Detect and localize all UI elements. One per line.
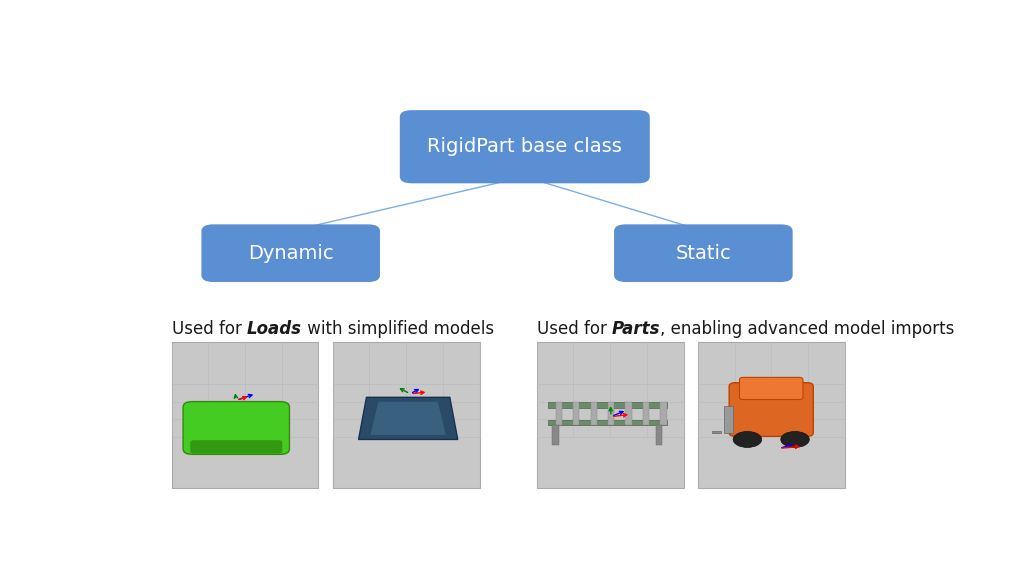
Bar: [643, 403, 649, 425]
Bar: [712, 431, 721, 433]
Bar: [697, 342, 845, 488]
Bar: [608, 403, 614, 425]
Bar: [172, 342, 318, 488]
Circle shape: [733, 431, 762, 448]
FancyBboxPatch shape: [739, 377, 803, 400]
Bar: [537, 342, 683, 488]
Text: Used for: Used for: [172, 320, 247, 338]
Text: Static: Static: [676, 244, 731, 263]
Bar: [573, 403, 580, 425]
FancyBboxPatch shape: [183, 401, 290, 454]
Text: with simplified models: with simplified models: [302, 320, 494, 338]
FancyBboxPatch shape: [729, 382, 813, 437]
Text: Dynamic: Dynamic: [248, 244, 334, 263]
Text: , enabling advanced model imports: , enabling advanced model imports: [660, 320, 954, 338]
Text: RigidPart base class: RigidPart base class: [427, 137, 623, 156]
Bar: [552, 426, 559, 445]
Bar: [724, 406, 733, 433]
Polygon shape: [371, 402, 445, 435]
Bar: [655, 426, 662, 445]
FancyBboxPatch shape: [190, 440, 283, 453]
Bar: [548, 420, 667, 426]
FancyBboxPatch shape: [202, 225, 380, 282]
Bar: [660, 403, 667, 425]
Text: Parts: Parts: [611, 320, 660, 338]
Bar: [556, 403, 562, 425]
FancyBboxPatch shape: [399, 110, 650, 183]
FancyBboxPatch shape: [614, 225, 793, 282]
Bar: [333, 342, 479, 488]
Polygon shape: [358, 397, 458, 439]
Text: Loads: Loads: [247, 320, 302, 338]
Bar: [626, 403, 632, 425]
Bar: [548, 403, 667, 408]
Bar: [591, 403, 597, 425]
Text: Used for: Used for: [537, 320, 611, 338]
Circle shape: [780, 431, 809, 448]
